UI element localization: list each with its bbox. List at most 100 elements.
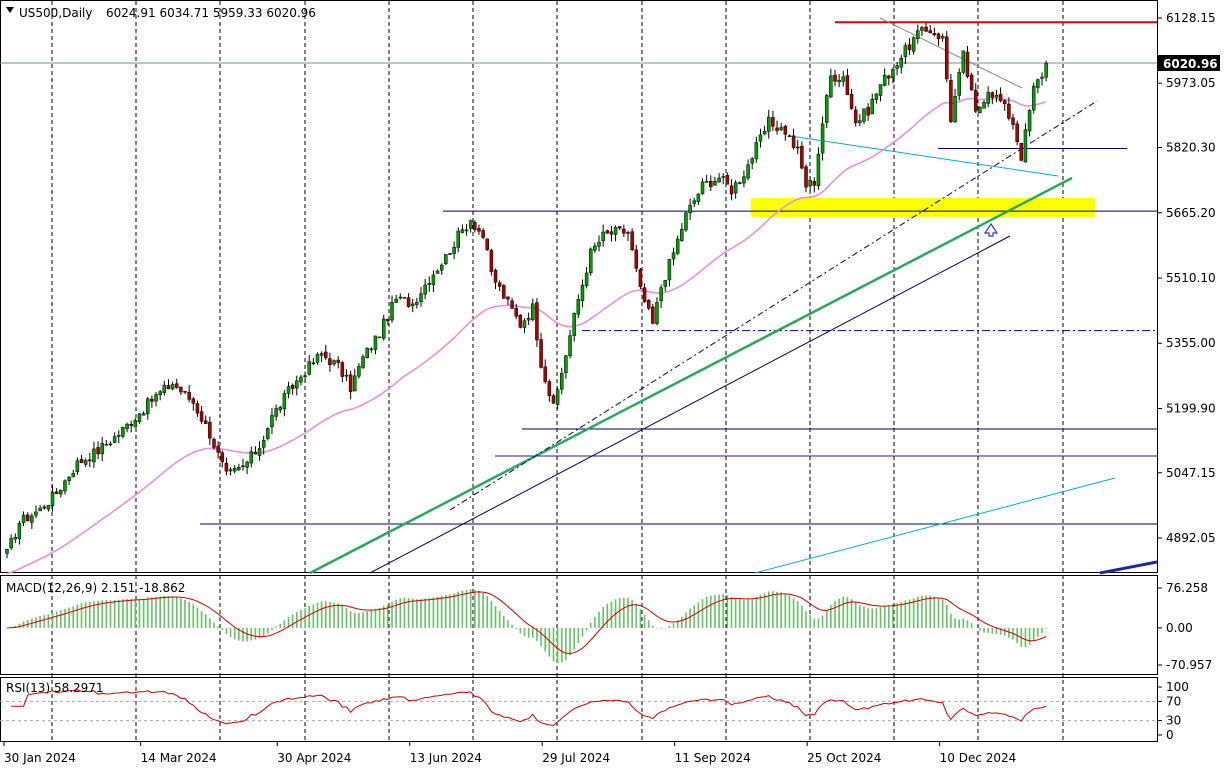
macd-tick-label: 0.00 [1166, 621, 1193, 635]
candle-body [928, 30, 932, 34]
candle [344, 369, 349, 382]
candle-body [390, 302, 394, 321]
candle [576, 294, 581, 318]
candle [59, 489, 63, 498]
candle-body [79, 458, 84, 464]
candle [514, 303, 518, 320]
candle-body [1031, 85, 1036, 111]
candle-body [783, 125, 788, 135]
candle [816, 147, 821, 190]
candle [245, 460, 249, 475]
candle-body [129, 423, 133, 426]
moving-average [6, 97, 1047, 575]
candle [812, 177, 817, 193]
candle-body [617, 226, 622, 229]
candle-body [522, 320, 527, 328]
candle [435, 269, 440, 274]
price-tick-label: 5510.10 [1166, 271, 1216, 285]
candle [266, 427, 270, 441]
candle-body [634, 249, 639, 269]
candle-body [1019, 143, 1024, 161]
price-tick-label: 5665.20 [1166, 206, 1216, 220]
candle [166, 379, 171, 390]
long-trend-blue [1099, 560, 1158, 575]
price-axis: 6128.15 5973.05 5820.30 5665.20 5510.10 5355.… [1157, 11, 1216, 545]
candle-body [133, 420, 138, 428]
macd-tick-label: 76.258 [1166, 581, 1208, 595]
candle-body [410, 303, 415, 307]
candle [257, 441, 262, 461]
candle-body [965, 51, 970, 77]
candle [415, 297, 419, 309]
candle-body [228, 469, 233, 472]
candle [638, 268, 643, 290]
candle [497, 280, 502, 292]
candle-body [30, 515, 34, 523]
candle-body [547, 381, 552, 396]
candle [88, 452, 92, 467]
candle [71, 470, 75, 478]
candle-body [899, 57, 903, 68]
candle-body [220, 452, 225, 463]
candle [170, 381, 175, 391]
candle [191, 396, 196, 411]
candle-body [502, 285, 506, 299]
candle [212, 437, 216, 450]
candle [154, 392, 158, 407]
candle-body [816, 153, 821, 187]
candle [878, 84, 883, 102]
candle-body [212, 439, 216, 448]
candle [423, 278, 427, 300]
candle [560, 367, 564, 395]
symbol-label: US500,Daily [19, 6, 92, 20]
candle [775, 120, 779, 135]
candle [100, 436, 104, 462]
dropdown-arrow-icon[interactable] [6, 7, 14, 13]
candle-body [978, 106, 982, 113]
candle-body [808, 180, 812, 187]
candle [319, 351, 324, 363]
candle-body [945, 36, 949, 80]
candle-body [179, 386, 183, 393]
candle [704, 174, 709, 183]
candle-body [626, 232, 630, 234]
candle-body [71, 473, 75, 478]
channel-line-cyan [789, 135, 1059, 177]
candle-body [456, 230, 461, 248]
candle [506, 296, 510, 305]
candle-body [767, 116, 771, 132]
candle-body [187, 392, 191, 400]
candle-body [568, 335, 572, 357]
price-tick-label: 5047.15 [1166, 466, 1216, 480]
candle [278, 405, 282, 414]
candle [419, 287, 423, 307]
candle-body [485, 238, 489, 251]
rsi-indicator [0, 689, 1157, 726]
current-price-tag [1158, 55, 1220, 71]
candle-body [593, 245, 597, 251]
candle [911, 36, 916, 55]
candle [456, 227, 461, 253]
candle-body [601, 231, 605, 242]
candle-body [613, 226, 618, 235]
candle [307, 355, 311, 376]
candle [526, 312, 531, 325]
candle [390, 295, 394, 323]
candle [862, 108, 866, 124]
candle-body [386, 318, 390, 322]
candle-body [849, 93, 854, 109]
candle-body [974, 89, 978, 112]
candle [54, 488, 59, 494]
candle [303, 371, 307, 382]
candle-body [675, 238, 680, 254]
candle [481, 228, 485, 240]
candle [299, 374, 303, 386]
candle-body [423, 284, 427, 295]
candle [622, 224, 626, 237]
candle-body [448, 253, 452, 255]
candle-body [804, 166, 808, 188]
candle [38, 505, 42, 512]
candle-body [141, 413, 146, 416]
rsi-line [11, 689, 1047, 726]
